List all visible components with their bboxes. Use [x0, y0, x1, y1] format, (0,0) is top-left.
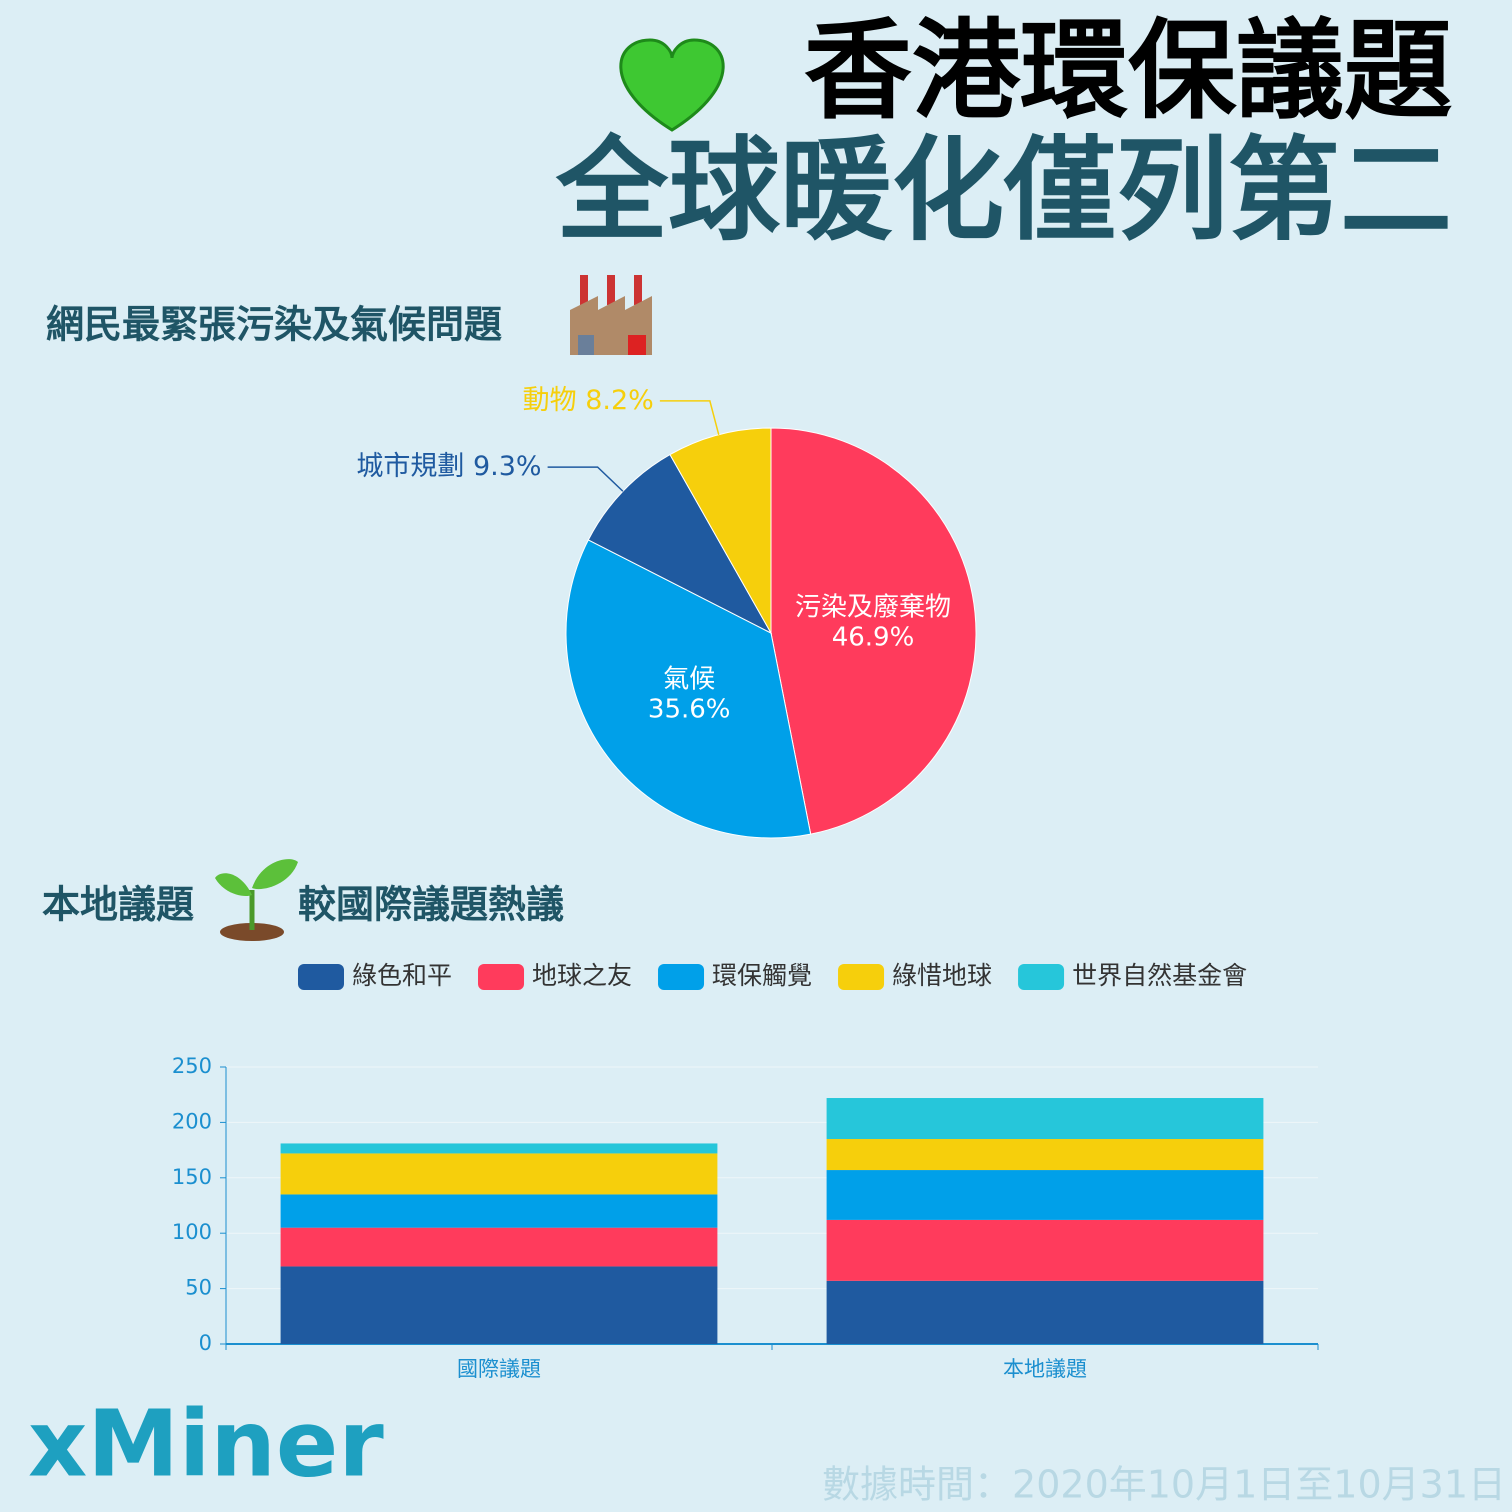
y-tick-label: 0 [199, 1331, 212, 1355]
bar-segment [280, 1143, 718, 1154]
slice-label: 城市規劃 [356, 451, 464, 482]
bar-title-part: 本地議題 [42, 883, 194, 927]
bar-segment [280, 1227, 718, 1267]
legend-label: 環保觸覺 [712, 961, 812, 990]
heart-icon [619, 38, 725, 132]
bar-segment [826, 1219, 1264, 1281]
y-tick-label: 250 [172, 1054, 212, 1078]
slice-outer-label: 城市規劃 9.3% [356, 451, 541, 482]
bar-segment [280, 1266, 718, 1344]
title-line-1: 香港環保議題 [804, 9, 1452, 134]
x-tick-label: 本地議題 [1003, 1357, 1087, 1381]
pie-slice [565, 539, 812, 839]
bar-segment [826, 1280, 1264, 1344]
legend-swatch [298, 964, 344, 990]
y-tick-label: 200 [172, 1109, 212, 1133]
brand-logo: xMiner [28, 1390, 384, 1497]
seedling-icon [215, 859, 298, 941]
bar-segment [826, 1139, 1264, 1171]
slice-value: 9.3% [473, 451, 542, 482]
legend-label: 世界自然基金會 [1072, 961, 1247, 990]
y-tick-label: 50 [185, 1276, 212, 1300]
pie-slice [587, 453, 773, 635]
legend-swatch [478, 964, 525, 990]
slice-label: 氣候 [663, 664, 715, 694]
legend-label: 綠惜地球 [892, 961, 992, 990]
title-line-2: 全球暖化僅列第二 [555, 126, 1452, 256]
slice-value: 8.2% [585, 384, 654, 415]
bar-segment [280, 1153, 718, 1195]
slice-label: 動物 [523, 384, 577, 415]
slice-outer-label: 動物 8.2% [523, 384, 654, 415]
bar-segment [826, 1098, 1264, 1140]
legend-swatch [838, 964, 885, 990]
x-tick-label: 國際議題 [457, 1357, 541, 1381]
bar-segment [280, 1194, 718, 1228]
bar-title-part: 較國際議題熱議 [298, 883, 564, 927]
y-tick-label: 150 [172, 1165, 212, 1189]
footer-note: 數據時間：2020年10月1日至10月31日 [822, 1463, 1506, 1507]
legend-label: 地球之友 [532, 961, 632, 990]
slice-label: 污染及廢棄物 [795, 593, 951, 623]
leader-line [659, 400, 720, 435]
legend-label: 綠色和平 [352, 961, 452, 990]
pie-title: 網民最緊張污染及氣候問題 [46, 303, 502, 347]
leader-line [547, 466, 624, 492]
legend-swatch [1018, 964, 1065, 990]
bar-segment [826, 1170, 1264, 1220]
pie-slice [770, 427, 977, 835]
y-tick-label: 100 [172, 1220, 212, 1244]
legend-swatch [658, 964, 705, 990]
factory-icon [570, 275, 652, 355]
slice-value: 35.6% [648, 694, 731, 724]
slice-value: 46.9% [832, 623, 915, 653]
pie-slice [669, 427, 772, 635]
